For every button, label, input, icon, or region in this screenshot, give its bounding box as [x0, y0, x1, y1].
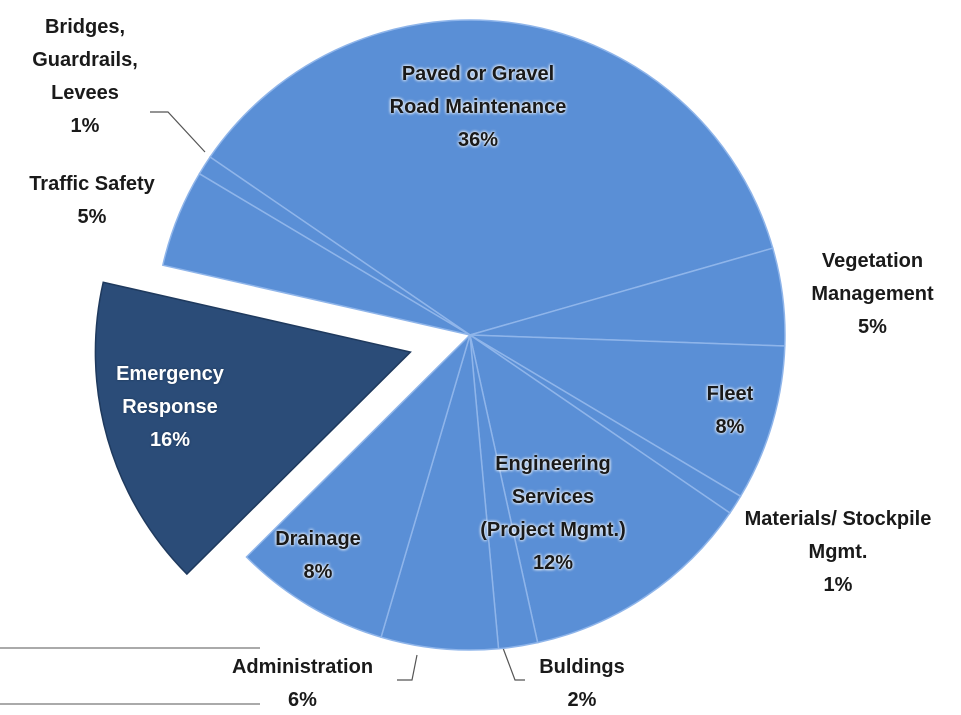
pie-slice — [198, 155, 471, 336]
percent-label: 16% — [149, 429, 191, 451]
percent-label: 6% — [288, 689, 317, 711]
slice-label: Emergency Response 16% — [95, 358, 245, 457]
slice-label: Vegetation Management 5% — [780, 245, 961, 344]
pie-slice — [245, 334, 471, 639]
percent-label: 2% — [567, 689, 597, 711]
category-name: Bridges, Guardrails, Levees — [32, 16, 138, 104]
slice-label: Bridges, Guardrails, Levees 1% — [20, 11, 150, 143]
pie-slice — [380, 334, 500, 651]
percent-label: 5% — [858, 316, 887, 338]
leader-line — [150, 111, 206, 153]
category-name: Drainage — [275, 528, 361, 550]
percent-label: 1% — [823, 574, 853, 596]
leader-line — [502, 647, 525, 681]
slice-label: Buldings 2% — [522, 651, 642, 715]
slice-label: Engineering Services (Project Mgmt.) 12% — [478, 448, 628, 580]
percent-label: 8% — [715, 416, 745, 438]
slice-label: Traffic Safety 5% — [2, 168, 182, 234]
pie-slice — [209, 19, 774, 336]
leader-line — [397, 654, 418, 681]
category-name: Engineering Services (Project Mgmt.) — [480, 453, 626, 541]
slice-label: Administration 6% — [205, 651, 400, 715]
percent-label: 1% — [70, 115, 100, 137]
slice-label: Drainage 8% — [258, 523, 378, 589]
pie-slice — [469, 334, 786, 498]
pie-slice — [94, 281, 412, 576]
slice-label: Materials/ Stockpile Mgmt. 1% — [728, 503, 948, 602]
percent-label: 12% — [532, 552, 574, 574]
category-name: Fleet — [706, 383, 754, 405]
percent-label: 8% — [303, 561, 333, 583]
category-name: Emergency Response — [116, 363, 224, 418]
category-name: Buldings — [539, 656, 625, 678]
slice-label: Paved or Gravel Road Maintenance 36% — [388, 58, 568, 157]
pie-slice — [468, 333, 731, 644]
category-name: Vegetation Management — [811, 250, 934, 305]
percent-label: 5% — [77, 206, 107, 228]
category-name: Materials/ Stockpile Mgmt. — [744, 508, 932, 563]
category-name: Administration — [231, 656, 374, 678]
category-name: Traffic Safety — [29, 173, 155, 195]
slice-label: Fleet 8% — [690, 378, 770, 444]
category-name: Paved or Gravel Road Maintenance — [389, 63, 567, 118]
percent-label: 36% — [457, 129, 499, 151]
